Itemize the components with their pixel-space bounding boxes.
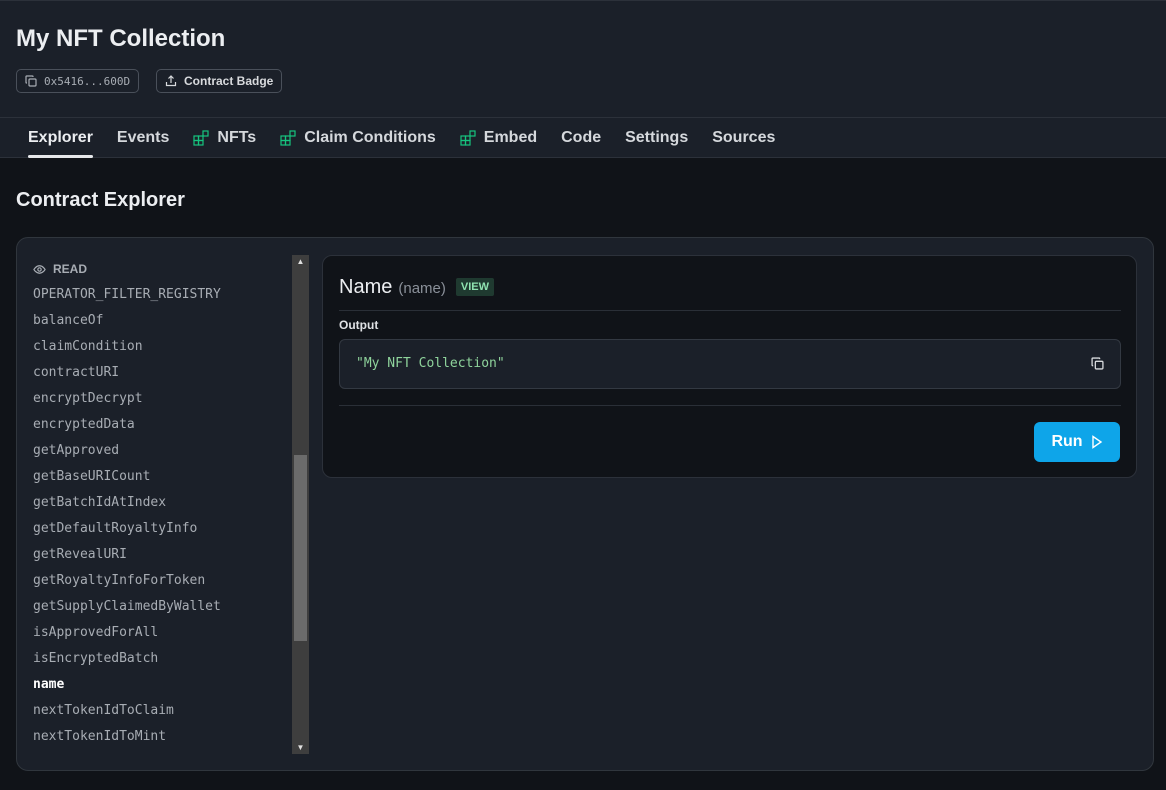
- tab-explorer[interactable]: Explorer: [28, 118, 93, 158]
- output-value: "My NFT Collection": [356, 356, 505, 371]
- share-icon: [165, 75, 177, 87]
- function-signature: (name): [398, 280, 446, 297]
- tab-events[interactable]: Events: [117, 118, 169, 158]
- contract-badge-button[interactable]: Contract Badge: [156, 69, 283, 93]
- function-item-encryptedData[interactable]: encryptedData: [33, 417, 135, 432]
- function-detail-panel: Name (name) VIEW Output "My NFT Collecti…: [322, 255, 1137, 478]
- tab-label: Settings: [625, 129, 689, 146]
- address-text: 0x5416...600D: [44, 74, 131, 88]
- read-section-header: READ: [33, 256, 291, 282]
- function-item-contractURI[interactable]: contractURI: [33, 365, 120, 380]
- contract-title: My NFT Collection: [16, 25, 226, 52]
- divider: [0, 117, 1166, 118]
- tab-label: Embed: [483, 129, 538, 146]
- function-list-scrollbar[interactable]: ▲ ▼: [292, 255, 309, 754]
- copy-address-button[interactable]: 0x5416...600D: [16, 69, 140, 93]
- tab-label: NFTs: [217, 129, 257, 146]
- function-item-getBatchIdAtIndex[interactable]: getBatchIdAtIndex: [33, 495, 167, 510]
- tab-bar: Explorer Events NFTs Claim Conditions Embed C…: [28, 118, 775, 158]
- contract-badge-label: Contract Badge: [184, 74, 274, 88]
- output-label: Output: [339, 318, 379, 332]
- function-item-OPERATOR_FILTER_REGISTRY[interactable]: OPERATOR_FILTER_REGISTRY: [33, 287, 221, 302]
- extension-blocks-icon: [280, 130, 296, 146]
- scrollbar-thumb[interactable]: [294, 455, 307, 641]
- function-item-balanceOf[interactable]: balanceOf: [33, 313, 104, 328]
- function-item-getRoyaltyInfoForToken[interactable]: getRoyaltyInfoForToken: [33, 573, 206, 588]
- function-item-getRevealURI[interactable]: getRevealURI: [33, 547, 127, 562]
- tab-claim-conditions[interactable]: Claim Conditions: [280, 118, 436, 158]
- tab-embed[interactable]: Embed: [460, 118, 537, 158]
- run-button[interactable]: Run: [1034, 422, 1120, 462]
- function-item-claimCondition[interactable]: claimCondition: [33, 339, 143, 354]
- function-name: Name: [339, 276, 393, 298]
- tab-label: Code: [561, 129, 602, 146]
- play-icon: [1091, 435, 1102, 449]
- view-badge: VIEW: [455, 278, 494, 296]
- divider: [339, 310, 1121, 311]
- tab-label: Claim Conditions: [304, 129, 436, 146]
- function-item-nextTokenIdToMint[interactable]: nextTokenIdToMint: [33, 729, 167, 744]
- extension-blocks-icon: [193, 130, 209, 146]
- tab-sources[interactable]: Sources: [712, 118, 775, 158]
- tab-label: Events: [116, 129, 170, 146]
- copy-icon[interactable]: [1091, 357, 1104, 370]
- function-heading: Name (name) VIEW: [339, 276, 494, 299]
- function-item-getSupplyClaimedByWallet[interactable]: getSupplyClaimedByWallet: [33, 599, 221, 614]
- scroll-up-arrow[interactable]: ▲: [296, 257, 305, 266]
- tab-label: Explorer: [28, 129, 93, 146]
- contract-explorer-card: READ OPERATOR_FILTER_REGISTRY balanceOf cl…: [16, 237, 1154, 771]
- function-item-name[interactable]: name: [33, 677, 65, 692]
- function-item-getBaseURICount[interactable]: getBaseURICount: [33, 469, 151, 484]
- function-item-encryptDecrypt[interactable]: encryptDecrypt: [33, 391, 143, 406]
- tab-nfts[interactable]: NFTs: [193, 118, 256, 158]
- function-item-isEncryptedBatch[interactable]: isEncryptedBatch: [33, 651, 159, 666]
- eye-icon: [33, 264, 46, 274]
- contract-header: My NFT Collection 0x5416...600D Contract…: [0, 0, 1166, 158]
- extension-blocks-icon: [460, 130, 476, 146]
- tab-code[interactable]: Code: [561, 118, 601, 158]
- section-title: Contract Explorer: [16, 189, 185, 211]
- tab-settings[interactable]: Settings: [625, 118, 688, 158]
- function-list: READ OPERATOR_FILTER_REGISTRY balanceOf cl…: [33, 256, 291, 750]
- copy-icon: [25, 75, 37, 87]
- divider: [339, 405, 1121, 406]
- function-item-getApproved[interactable]: getApproved: [33, 443, 120, 458]
- function-item-isApprovedForAll[interactable]: isApprovedForAll: [33, 625, 159, 640]
- output-box: "My NFT Collection": [339, 339, 1121, 389]
- tab-label: Sources: [712, 129, 776, 146]
- run-label: Run: [1051, 433, 1083, 450]
- scroll-down-arrow[interactable]: ▼: [296, 743, 305, 752]
- function-item-nextTokenIdToClaim[interactable]: nextTokenIdToClaim: [33, 703, 174, 718]
- read-label: READ: [53, 262, 88, 276]
- function-item-getDefaultRoyaltyInfo[interactable]: getDefaultRoyaltyInfo: [33, 521, 198, 536]
